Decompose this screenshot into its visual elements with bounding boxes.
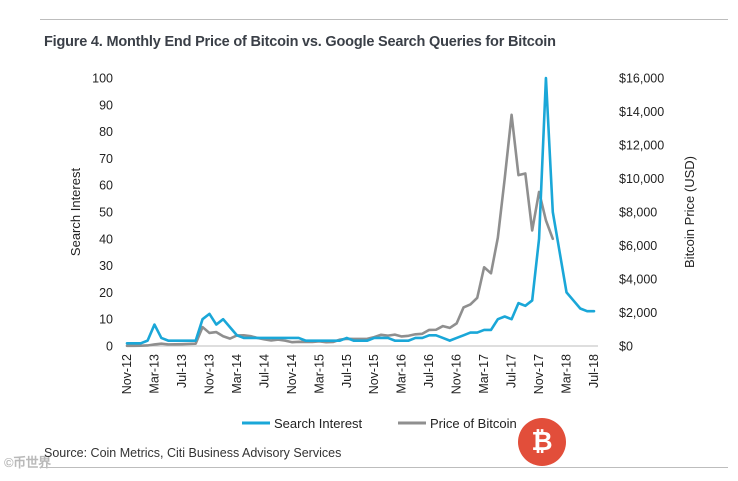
y-axis-title: Search Interest	[68, 168, 83, 257]
x-tick-label: Jul-16	[422, 354, 436, 388]
x-tick-label: Mar-14	[230, 354, 244, 394]
y-tick-label: 30	[99, 259, 113, 273]
y-tick-label: 90	[99, 98, 113, 112]
right-axis-ticks: $0 $2,000 $4,000 $6,000 $8,000 $10,000 $12,000…	[619, 72, 664, 354]
x-axis-ticks: Nov-12 Mar-13 Jul-13 Nov-13 Mar-14 Jul-14 Nov-…	[120, 354, 601, 394]
y-tick-label: 20	[99, 286, 113, 300]
y-tick-label: 50	[99, 206, 113, 220]
x-tick-label: Mar-15	[312, 354, 326, 394]
x-tick-label: Jul-15	[340, 354, 354, 388]
x-tick-label: Mar-17	[477, 354, 491, 394]
y2-tick-label: $14,000	[619, 105, 664, 119]
x-tick-label: Nov-15	[367, 354, 381, 394]
bottom-rule	[40, 467, 728, 468]
y-tick-label: 80	[99, 125, 113, 139]
figure-title: Figure 4. Monthly End Price of Bitcoin v…	[44, 34, 556, 50]
y2-axis-title: Bitcoin Price (USD)	[682, 156, 697, 268]
series-line-search-interest	[125, 76, 596, 345]
legend-label-price-of-bitcoin: Price of Bitcoin	[430, 416, 517, 431]
x-tick-label: Jul-17	[505, 354, 519, 388]
y-tick-label: 40	[99, 232, 113, 246]
bitcoin-logo-icon: ₿	[518, 418, 566, 466]
y2-tick-label: $4,000	[619, 273, 657, 287]
y2-tick-label: $6,000	[619, 239, 657, 253]
series-layer	[125, 76, 596, 348]
x-tick-label: Mar-16	[395, 354, 409, 394]
legend: Search Interest Price of Bitcoin	[242, 416, 517, 431]
legend-label-search-interest: Search Interest	[274, 416, 363, 431]
source-note: Source: Coin Metrics, Citi Business Advi…	[44, 446, 342, 460]
x-tick-label: Nov-14	[285, 354, 299, 394]
y-tick-label: 60	[99, 179, 113, 193]
y2-tick-label: $2,000	[619, 306, 657, 320]
left-axis-ticks: 0 10 20 30 40 50 60 70 80 90 100	[92, 72, 113, 354]
x-tick-label: Mar-18	[560, 354, 574, 394]
watermark: ©币世界	[4, 455, 51, 470]
y-tick-label: 0	[106, 340, 113, 354]
y2-tick-label: $0	[619, 340, 633, 354]
x-tick-label: Jul-13	[175, 354, 189, 388]
x-tick-label: Mar-13	[147, 354, 161, 394]
x-tick-label: Nov-13	[202, 354, 216, 394]
y-tick-label: 100	[92, 72, 113, 86]
y2-tick-label: $12,000	[619, 139, 664, 153]
x-tick-label: Jul-14	[257, 354, 271, 388]
y2-tick-label: $10,000	[619, 172, 664, 186]
y2-tick-label: $8,000	[619, 206, 657, 220]
y-tick-label: 10	[99, 313, 113, 327]
x-tick-label: Nov-12	[120, 354, 134, 394]
x-tick-label: Nov-17	[532, 354, 546, 394]
series-line-price-of-bitcoin	[125, 113, 555, 348]
x-tick-label: Nov-16	[450, 354, 464, 394]
top-rule	[40, 19, 728, 20]
y2-tick-label: $16,000	[619, 72, 664, 86]
x-tick-label: Jul-18	[587, 354, 601, 388]
y-tick-label: 70	[99, 152, 113, 166]
